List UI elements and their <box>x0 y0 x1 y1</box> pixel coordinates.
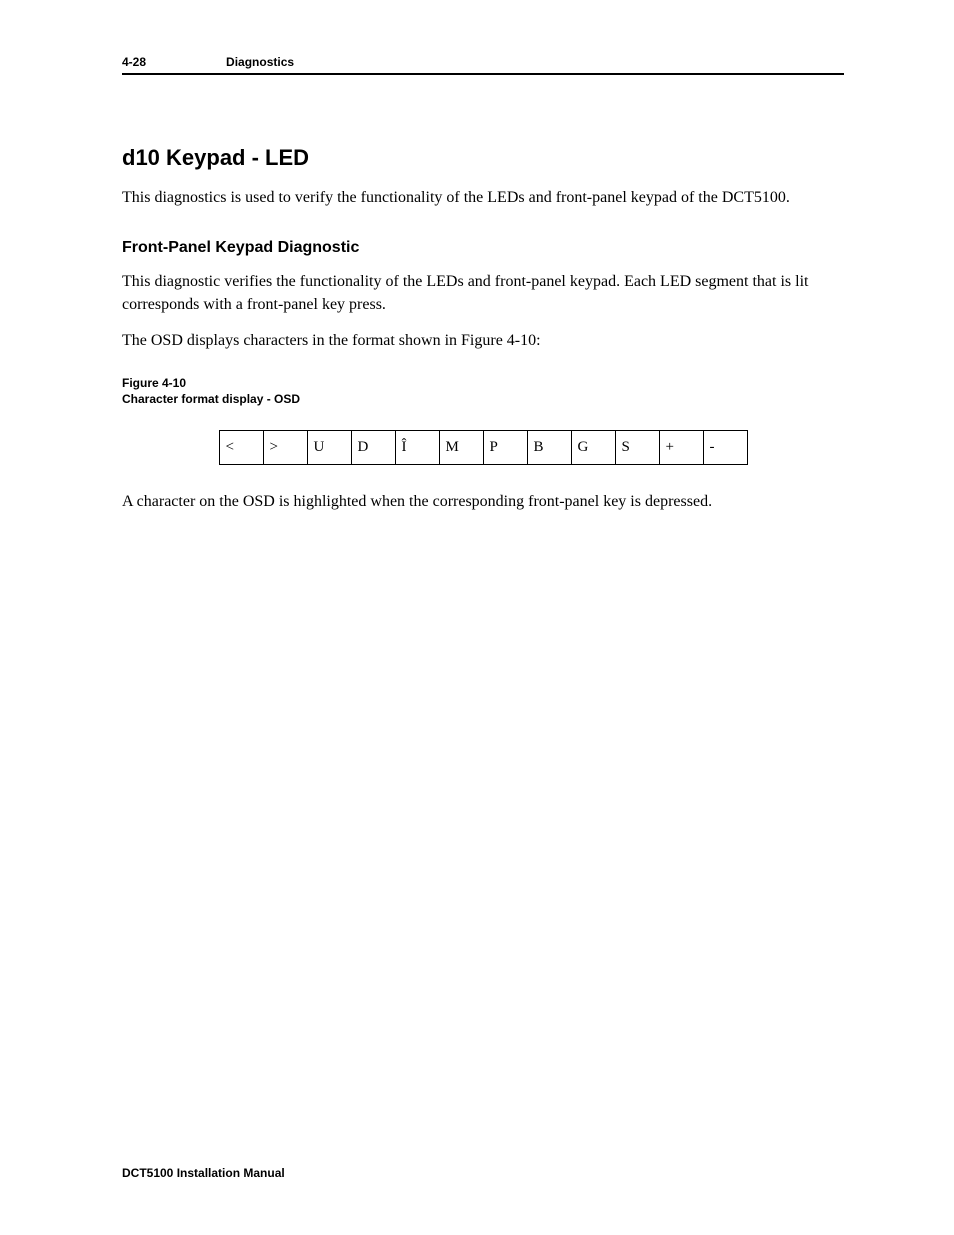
page-title: d10 Keypad - LED <box>122 145 844 171</box>
section-subtitle: Front-Panel Keypad Diagnostic <box>122 239 844 257</box>
header-section-title: Diagnostics <box>226 55 294 69</box>
osd-cell: S <box>615 431 659 465</box>
page-number: 4-28 <box>122 55 146 69</box>
figure-label: Figure 4-10 Character format display - O… <box>122 375 844 409</box>
intro-paragraph: This diagnostics is used to verify the f… <box>122 187 844 209</box>
osd-character-table: < > U D Î M P B G S + - <box>219 430 748 465</box>
paragraph-2: The OSD displays characters in the forma… <box>122 330 844 352</box>
osd-cell: G <box>571 431 615 465</box>
osd-cell: Î <box>395 431 439 465</box>
osd-cell: B <box>527 431 571 465</box>
osd-cell: < <box>219 431 263 465</box>
osd-cell: U <box>307 431 351 465</box>
osd-cell: D <box>351 431 395 465</box>
osd-table-wrapper: < > U D Î M P B G S + - <box>122 430 844 465</box>
paragraph-3: A character on the OSD is highlighted wh… <box>122 491 844 513</box>
figure-label-line1: Figure 4-10 <box>122 375 844 392</box>
table-row: < > U D Î M P B G S + - <box>219 431 747 465</box>
paragraph-1: This diagnostic verifies the functionali… <box>122 271 844 316</box>
osd-cell: - <box>703 431 747 465</box>
page-footer: DCT5100 Installation Manual <box>122 1166 285 1180</box>
osd-cell: > <box>263 431 307 465</box>
page-header: 4-28 Diagnostics <box>122 55 844 75</box>
figure-label-line2: Character format display - OSD <box>122 391 844 408</box>
osd-cell: + <box>659 431 703 465</box>
osd-cell: P <box>483 431 527 465</box>
osd-cell: M <box>439 431 483 465</box>
